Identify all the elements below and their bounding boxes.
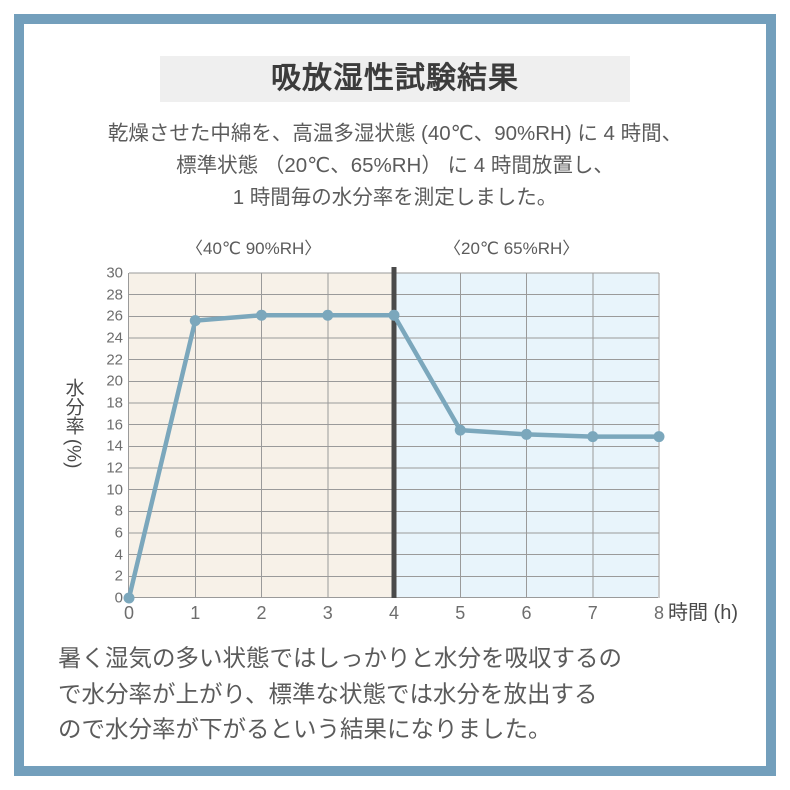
description-text: 乾燥させた中綿を、高温多湿状態 (40℃、90%RH) に 4 時間、 標準状態… xyxy=(107,122,683,209)
y-axis-tick-label: 28 xyxy=(106,286,123,304)
y-axis-tick-label: 12 xyxy=(106,459,123,477)
y-axis-tick-label: 6 xyxy=(114,524,123,542)
y-axis-tick-label: 0 xyxy=(114,589,123,607)
y-axis-tick-label: 30 xyxy=(106,264,123,282)
conclusion-text: 暑く湿気の多い状態ではしっかりと水分を吸収するの で水分率が上がり、標準な状態で… xyxy=(58,645,622,743)
x-axis-tick-label: 5 xyxy=(455,603,466,623)
x-axis-tick-label: 8 xyxy=(653,603,665,623)
y-axis-tick-label: 10 xyxy=(106,481,123,499)
y-axis-tick-label: 22 xyxy=(106,351,123,369)
x-axis-title: 時間 (h) xyxy=(668,602,738,624)
title-banner: 吸放湿性試験結果 xyxy=(160,56,630,102)
y-axis-tick-label: 16 xyxy=(106,416,123,434)
x-axis-tick-label: 0 xyxy=(123,603,135,623)
x-axis-tick-label: 7 xyxy=(587,603,598,623)
y-axis-title-label: 水分率 xyxy=(62,378,84,435)
x-axis-tick-label: 1 xyxy=(190,603,201,623)
x-axis-tick-label: 3 xyxy=(322,603,333,623)
y-axis-title: 水分率 (%) xyxy=(58,378,88,468)
page-title: 吸放湿性試験結果 xyxy=(271,62,519,95)
y-axis-tick-label: 4 xyxy=(114,546,123,564)
x-axis-tick-label: 2 xyxy=(256,603,267,623)
y-axis-tick-label: 14 xyxy=(106,437,123,455)
plot-area: 0 2 4 6 8 10 12 14 16 18 20 22 24 26 28 30 0 1 2 3 4 5 6 7 8 xyxy=(106,265,665,623)
x-axis-tick-label: 6 xyxy=(521,603,532,623)
y-axis-unit-label: (%) xyxy=(62,438,84,469)
x-axis-tick-label: 4 xyxy=(388,603,400,623)
region-label-standard: 〈20℃ 65%RH〉 xyxy=(444,239,580,258)
y-axis-tick-label: 8 xyxy=(114,502,123,520)
plot-svg xyxy=(123,267,665,604)
y-axis-tick-label: 24 xyxy=(106,329,123,347)
y-axis-tick-label: 26 xyxy=(106,307,123,325)
y-axis-tick-label: 2 xyxy=(114,567,123,585)
region-label-high-humidity: 〈40℃ 90%RH〉 xyxy=(186,239,322,258)
y-axis-tick-label: 20 xyxy=(106,372,123,390)
y-axis-tick-label: 18 xyxy=(106,394,123,412)
